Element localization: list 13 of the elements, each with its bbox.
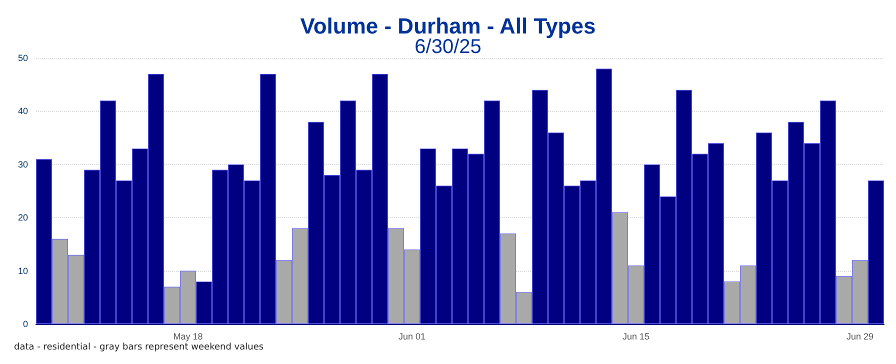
y-tick-label: 30 xyxy=(18,159,28,170)
x-tick-label: May 18 xyxy=(173,332,203,342)
chart-subtitle: 6/30/25 xyxy=(414,36,482,58)
x-tick-label: Jun 29 xyxy=(846,332,874,342)
chart-title: Volume - Durham - All Types xyxy=(300,14,596,38)
text: data - residential - gray bars represent weekend values xyxy=(14,342,264,352)
y-tick-label: 0 xyxy=(22,319,28,329)
y-tick-label: 50 xyxy=(18,53,28,63)
y-tick-label: 10 xyxy=(18,266,28,276)
x-tick-label: Jun 15 xyxy=(622,332,650,342)
y-tick-label: 40 xyxy=(18,106,28,116)
x-tick-label: Jun 01 xyxy=(398,332,426,342)
y-tick-label: 20 xyxy=(18,212,28,223)
